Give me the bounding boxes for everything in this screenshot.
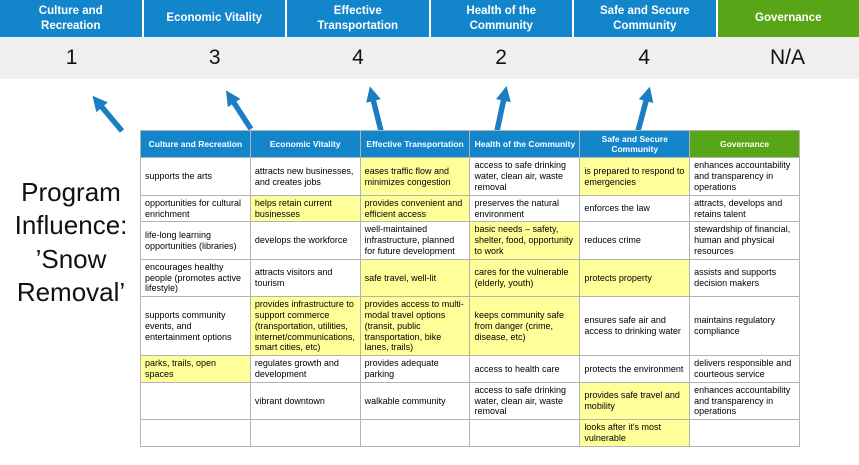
matrix-cell-ensures-safe-air-and-access-to-drinking-: ensures safe air and access to drinking … — [579, 296, 691, 357]
banner-header-row: Culture and Recreation Economic Vitality E… — [0, 0, 859, 37]
matrix-row-1: supports the arts attracts new businesses… — [140, 157, 800, 196]
matrix-cell-preserves-the-natural-environment: preserves the natural environment — [469, 194, 581, 223]
matrix-cell-attracts-develops-and-retains-talent: attracts, develops and retains talent — [689, 194, 800, 223]
influence-matrix: Culture and Recreation Economic Vitality E… — [140, 129, 800, 447]
matrix-row-5: supports community events, and entertain… — [140, 296, 800, 357]
matrix-cell-delivers-responsible-and-courteous-servi: delivers responsible and courteous servi… — [689, 355, 800, 383]
matrix-row-3: life-long learning opportunities (librar… — [140, 221, 800, 260]
banner-header-effective-transportation: Effective Transportation — [287, 0, 429, 37]
matrix-cell-vibrant-downtown: vibrant downtown — [249, 381, 361, 421]
matrix-cell-enhances-accountability-and-transparency: enhances accountability and transparency… — [689, 157, 800, 196]
matrix-row-2: opportunities for cultural enrichment hel… — [140, 194, 800, 223]
matrix-cell-supports-community-events-and-entertainm: supports community events, and entertain… — [140, 296, 251, 357]
matrix-cell-keeps-community-safe-from-danger-crime-d: keeps community safe from danger (crime,… — [469, 296, 581, 357]
matrix-cell-stewardship-of-financial-human-and-physi: stewardship of financial, human and phys… — [689, 221, 800, 260]
banner-header-culture-and-recreation: Culture and Recreation — [0, 0, 142, 37]
matrix-cell-helps-retain-current-businesses: helps retain current businesses — [249, 194, 361, 223]
matrix-header-effective-transportation: Effective Transportation — [359, 129, 471, 159]
matrix-cell-enhances-accountability-and-transparency: enhances accountability and transparency… — [689, 381, 800, 421]
matrix-cell-well-maintained-infrastructure-planned-f: well-maintained infrastructure, planned … — [359, 221, 471, 260]
matrix-cell-access-to-health-care: access to health care — [469, 355, 581, 383]
matrix-cell-attracts-new-businesses-and-creates-jobs: attracts new businesses, and creates job… — [249, 157, 361, 196]
score-effective-transportation: 4 — [352, 46, 364, 69]
matrix-cell-empty — [359, 419, 471, 447]
matrix-cell-provides-adequate-parking: provides adequate parking — [359, 355, 471, 383]
matrix-row-8: looks after it's most vulnerable — [140, 419, 800, 447]
matrix-cell-maintains-regulatory-compliance: maintains regulatory compliance — [689, 296, 800, 357]
matrix-cell-empty — [249, 419, 361, 447]
matrix-cell-life-long-learning-opportunities-librari: life-long learning opportunities (librar… — [140, 221, 251, 260]
matrix-cell-enforces-the-law: enforces the law — [579, 194, 691, 223]
matrix-header-governance: Governance — [689, 129, 800, 159]
matrix-cell-basic-needs-safety-shelter-food-opportun: basic needs – safety, shelter, food, opp… — [469, 221, 581, 260]
matrix-header-culture-and-recreation: Culture and Recreation — [140, 129, 251, 159]
matrix-row-7: vibrant downtown walkable community access… — [140, 381, 800, 421]
matrix-cell-access-to-safe-drinking-water-clean-air-: access to safe drinking water, clean air… — [469, 381, 581, 421]
score-economic-vitality: 3 — [208, 46, 221, 69]
matrix-cell-empty — [469, 419, 581, 447]
banner-header-health-of-the-community: Health of the Community — [430, 0, 572, 37]
matrix-cell-cares-for-the-vulnerable-elderly-youth: cares for the vulnerable (elderly, youth… — [469, 258, 581, 298]
matrix-cell-eases-traffic-flow-and-minimizes-congest: eases traffic flow and minimizes congest… — [359, 157, 471, 196]
matrix-header-safe-and-secure-community: Safe and Secure Community — [579, 129, 691, 159]
matrix-cell-walkable-community: walkable community — [359, 381, 471, 421]
matrix-cell-protects-property: protects property — [579, 258, 691, 298]
score-governance: N/A — [769, 46, 805, 69]
matrix-cell-provides-infrastructure-to-support-comme: provides infrastructure to support comme… — [249, 296, 361, 357]
up-arrow-icon-3 — [366, 86, 384, 132]
matrix-row-4: encourages healthy people (promotes acti… — [140, 258, 800, 298]
score-culture-and-recreation: 1 — [65, 46, 78, 69]
score-health-of-the-community: 2 — [495, 46, 507, 69]
program-influence-label: Program Influence: ’Snow Removal’ — [14, 177, 128, 307]
matrix-cell-provides-access-to-multi-modal-travel-op: provides access to multi-modal travel op… — [359, 296, 471, 357]
banner-header-economic-vitality: Economic Vitality — [143, 0, 285, 37]
matrix-header-economic-vitality: Economic Vitality — [249, 129, 361, 159]
matrix-cell-supports-the-arts: supports the arts — [140, 157, 251, 196]
score-safe-and-secure-community: 4 — [638, 46, 651, 69]
matrix-cell-parks-trails-open-spaces: parks, trails, open spaces — [140, 355, 251, 383]
matrix-cell-empty — [689, 419, 800, 447]
matrix-cell-empty — [140, 419, 251, 447]
matrix-cell-empty — [140, 381, 251, 421]
matrix-cell-looks-after-it-s-most-vulnerable: looks after it's most vulnerable — [579, 419, 691, 447]
matrix-cell-develops-the-workforce: develops the workforce — [249, 221, 361, 260]
matrix-cell-protects-the-environment: protects the environment — [579, 355, 691, 383]
matrix-cell-is-prepared-to-respond-to-emergencies: is prepared to respond to emergencies — [579, 157, 691, 196]
up-arrow-icon-1 — [92, 95, 125, 133]
matrix-cell-access-to-safe-drinking-water-clean-air-: access to safe drinking water, clean air… — [469, 157, 581, 196]
banner-header-governance: Governance — [717, 0, 859, 37]
up-arrow-icon-5 — [635, 86, 654, 132]
banner-header-safe-and-secure-community: Safe and Secure Community — [574, 0, 716, 37]
matrix-header-row: Culture and Recreation Economic Vitality E… — [140, 129, 800, 159]
matrix-cell-opportunities-for-cultural-enrichment: opportunities for cultural enrichment — [140, 194, 251, 223]
matrix-cell-regulates-growth-and-development: regulates growth and development — [249, 355, 361, 383]
up-arrow-icon-2 — [225, 90, 254, 131]
matrix-cell-reduces-crime: reduces crime — [579, 221, 691, 260]
up-arrow-icon-4 — [494, 86, 511, 132]
matrix-cell-encourages-healthy-people-promotes-activ: encourages healthy people (promotes acti… — [140, 258, 251, 298]
matrix-header-health-of-the-community: Health of the Community — [469, 129, 581, 159]
matrix-cell-provides-safe-travel-and-mobility: provides safe travel and mobility — [579, 381, 691, 421]
matrix-cell-safe-travel-well-lit: safe travel, well-lit — [359, 258, 471, 298]
matrix-row-6: parks, trails, open spaces regulates grow… — [140, 355, 800, 383]
matrix-cell-provides-convenient-and-efficient-access: provides convenient and efficient access — [359, 194, 471, 223]
matrix-cell-attracts-visitors-and-tourism: attracts visitors and tourism — [249, 258, 361, 298]
arrow-layer — [92, 86, 654, 133]
banner-score-row: 1 3 4 2 4 N/A — [0, 37, 859, 79]
matrix-cell-assists-and-supports-decision-makers: assists and supports decision makers — [689, 258, 800, 298]
